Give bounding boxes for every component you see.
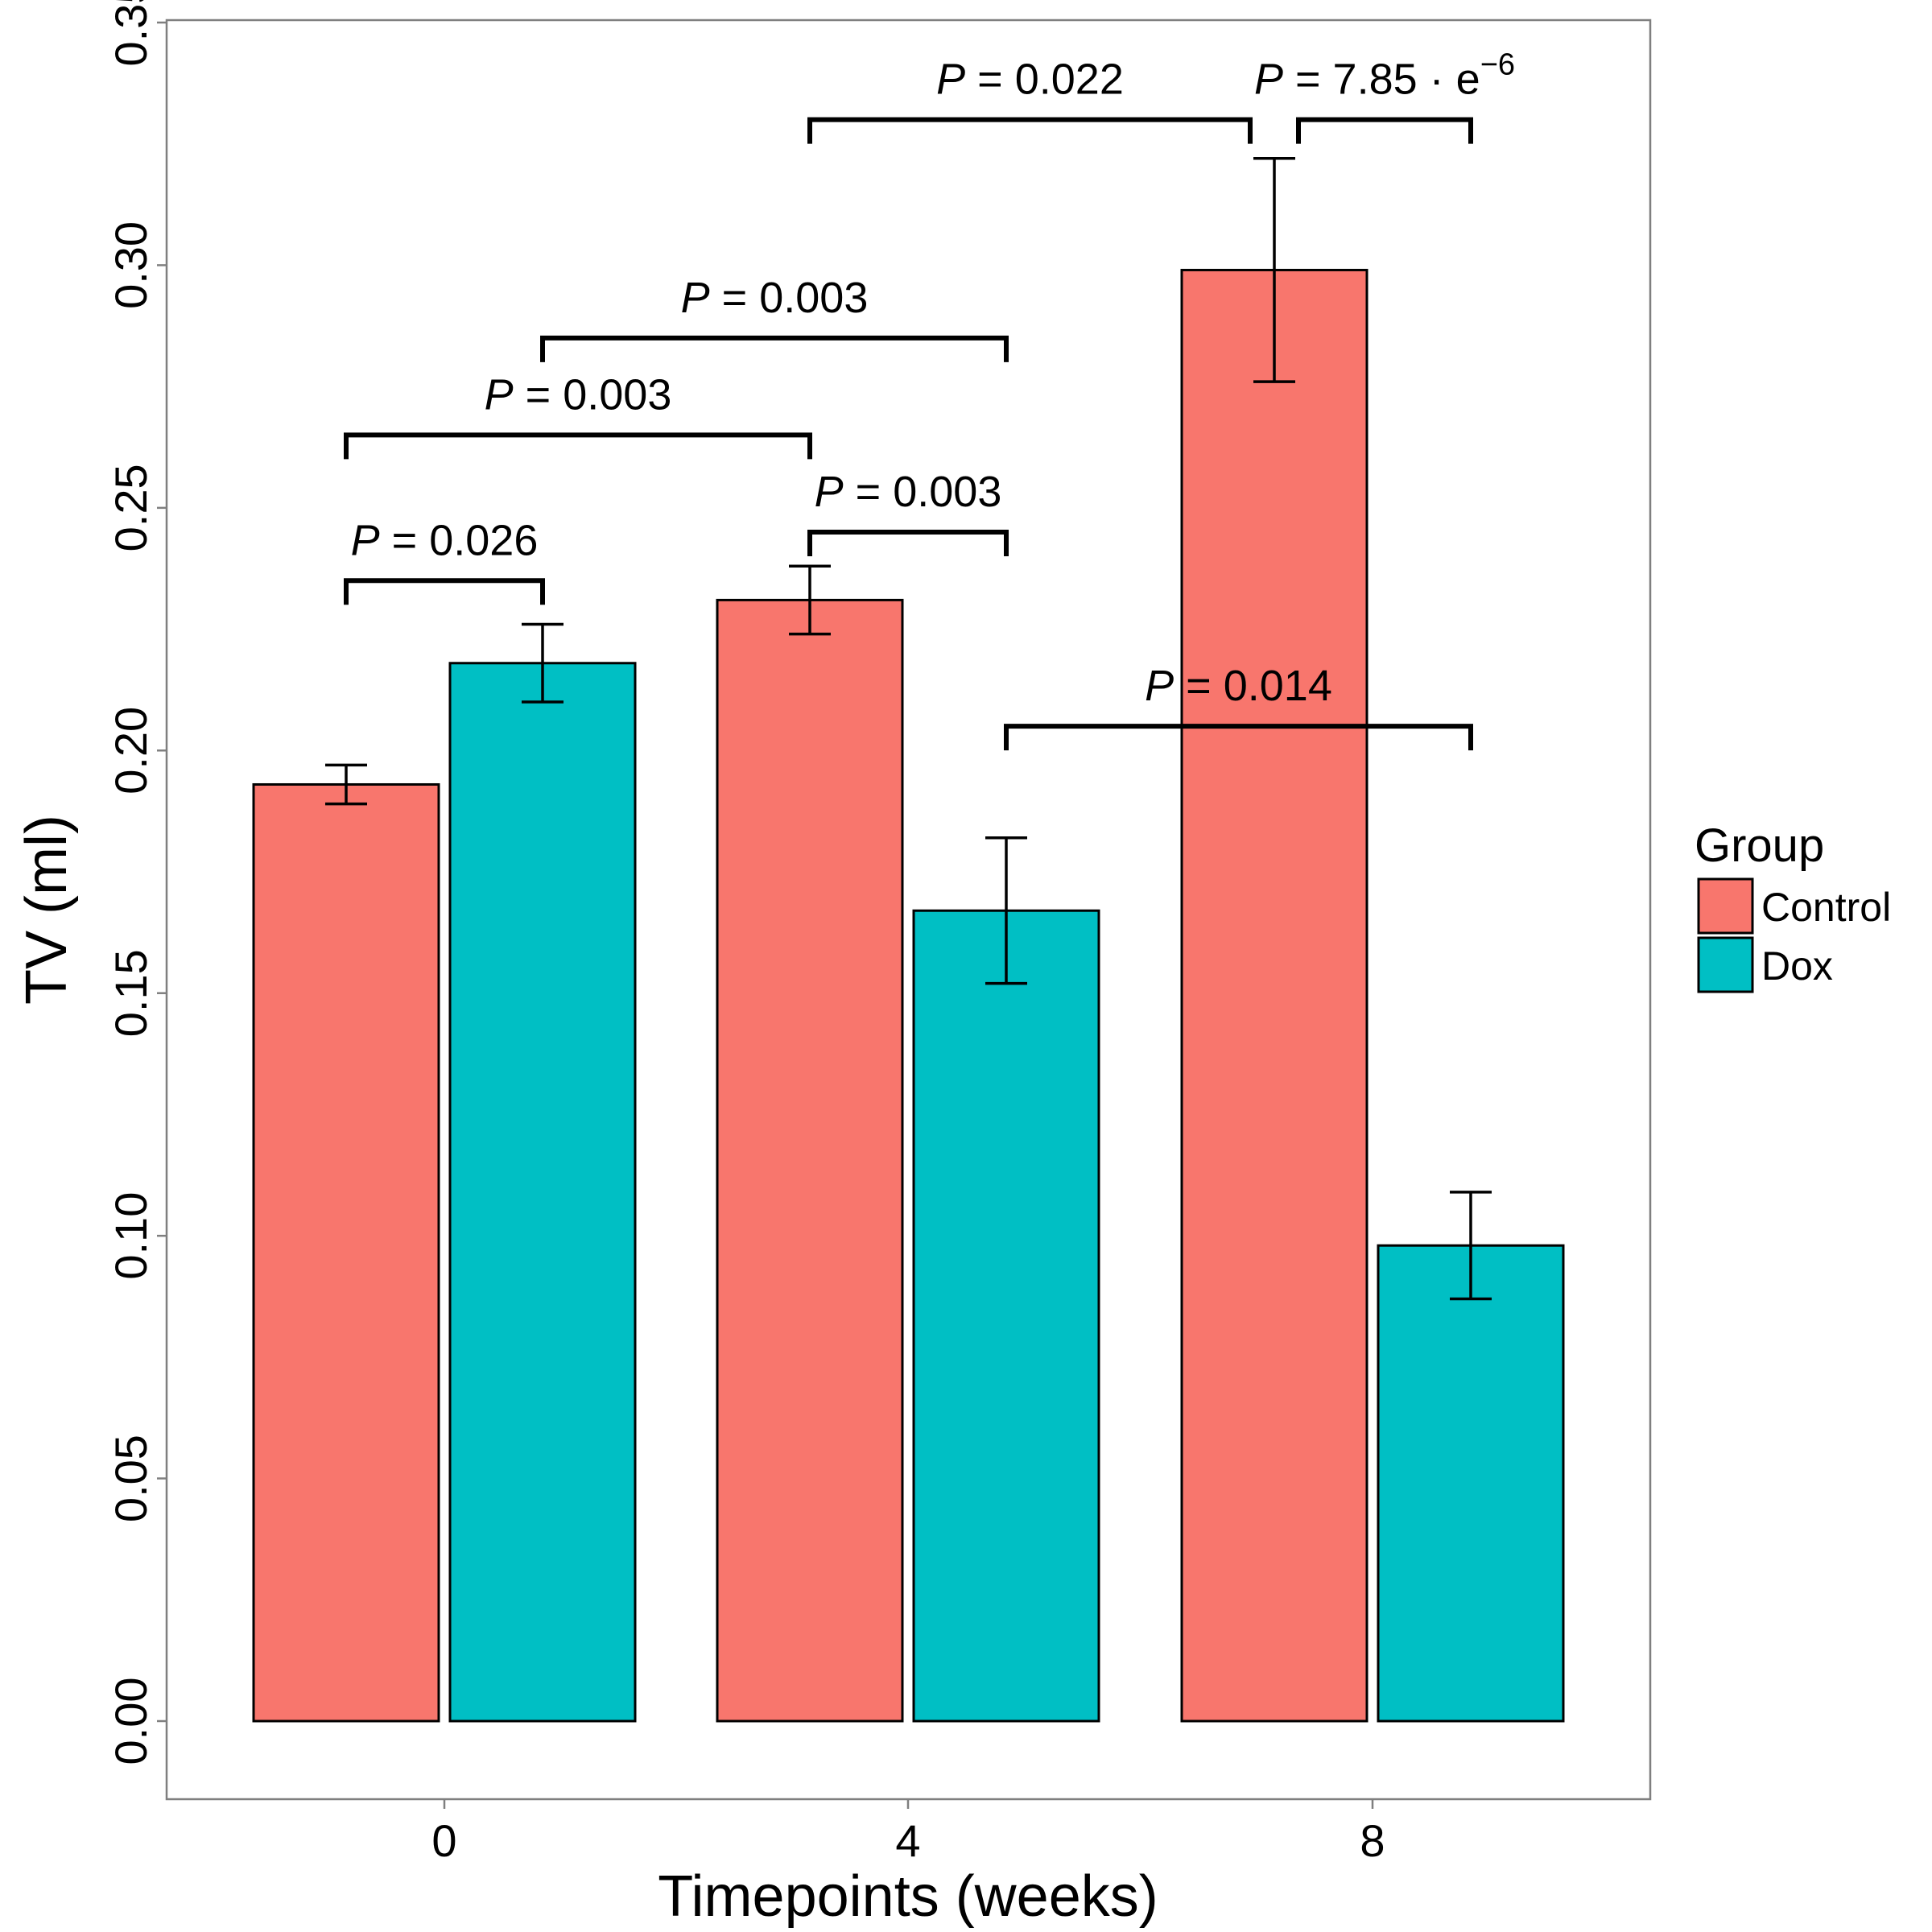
bracket-line [807,117,1253,144]
bracket-line [1004,724,1473,751]
p-symbol: P [1145,662,1174,710]
y-tick-label: 0.20 [105,707,156,795]
p-value-label: P = 0.003 [681,274,869,322]
significance-bracket: P = 0.003 [344,370,812,460]
y-tick-label: 0.10 [105,1192,156,1280]
error-bar [985,836,1027,985]
bracket-line [1296,117,1473,144]
bar-dox-week-8 [1377,1244,1565,1723]
error-bar [1253,157,1295,383]
p-symbol: P [1254,56,1283,104]
p-value-label: P = 0.014 [1145,662,1332,710]
significance-bracket: P = 0.026 [344,516,545,605]
significance-bracket: P = 0.003 [540,274,1009,362]
p-value: = 0.014 [1174,662,1332,710]
legend: Group Control Dox [1695,819,1891,993]
legend-swatch-control [1697,877,1754,935]
p-value-label: P = 0.003 [485,370,672,419]
bar-dox-week-0 [448,662,637,1723]
p-value-label: P = 0.003 [815,468,1002,516]
error-bar [325,763,367,806]
bar-control-week-8 [1180,268,1368,1723]
bar-control-week-4 [716,598,904,1723]
bracket-line [540,335,1009,362]
p-symbol: P [681,274,710,322]
p-symbol: P [485,370,514,419]
y-tick-label: 0.00 [105,1678,156,1765]
significance-bracket: P = 7.85 · e−6 [1254,48,1515,144]
legend-label-dox: Dox [1761,943,1833,989]
p-value-label: P = 0.026 [351,516,539,564]
bracket-line [807,530,1009,556]
bar-dox-week-4 [912,909,1100,1723]
y-tick-label: 0.05 [105,1435,156,1522]
error-bar [1450,1191,1492,1301]
x-tick-label: 8 [1360,1815,1385,1866]
y-axis-title: TV (ml) [14,815,79,1005]
bars-layer [252,268,1565,1723]
p-symbol: P [351,516,380,564]
p-value: = 0.022 [965,56,1124,104]
p-value: = 0.003 [710,274,869,322]
bracket-line [344,432,812,460]
p-value-label: P = 7.85 · e−6 [1254,48,1515,104]
p-value: = 0.026 [380,516,539,564]
p-value: = 0.003 [514,370,672,419]
legend-swatch-dox [1697,936,1754,993]
legend-title: Group [1695,819,1824,872]
x-tick-label: 4 [895,1815,920,1866]
x-tick-label: 0 [431,1815,456,1866]
y-tick-label: 0.30 [105,221,156,309]
significance-bracket: P = 0.022 [807,56,1253,144]
y-tick-label: 0.35 [105,0,156,67]
y-axis: 0.00 0.05 0.10 0.15 0.20 0.25 0.30 0.35 [105,0,167,1765]
error-bar [789,564,831,636]
significance-bracket: P = 0.014 [1004,662,1473,751]
legend-label-control: Control [1761,885,1891,930]
x-axis-title: Timepoints (weeks) [658,1864,1158,1929]
error-bars-layer [325,157,1492,1301]
p-value: = 7.85 · e [1283,56,1480,104]
y-tick-label: 0.15 [105,949,156,1037]
p-symbol: P [815,468,844,516]
significance-bracket: P = 0.003 [807,468,1009,556]
p-value: = 0.003 [844,468,1002,516]
p-symbol: P [936,56,965,104]
y-tick-label: 0.25 [105,464,156,551]
bar-control-week-0 [252,782,440,1723]
error-bar [522,622,564,704]
bracket-line [344,578,545,605]
x-axis: 0 4 8 [431,1799,1385,1866]
p-exponent: −6 [1480,48,1515,82]
p-value-label: P = 0.022 [936,56,1124,104]
